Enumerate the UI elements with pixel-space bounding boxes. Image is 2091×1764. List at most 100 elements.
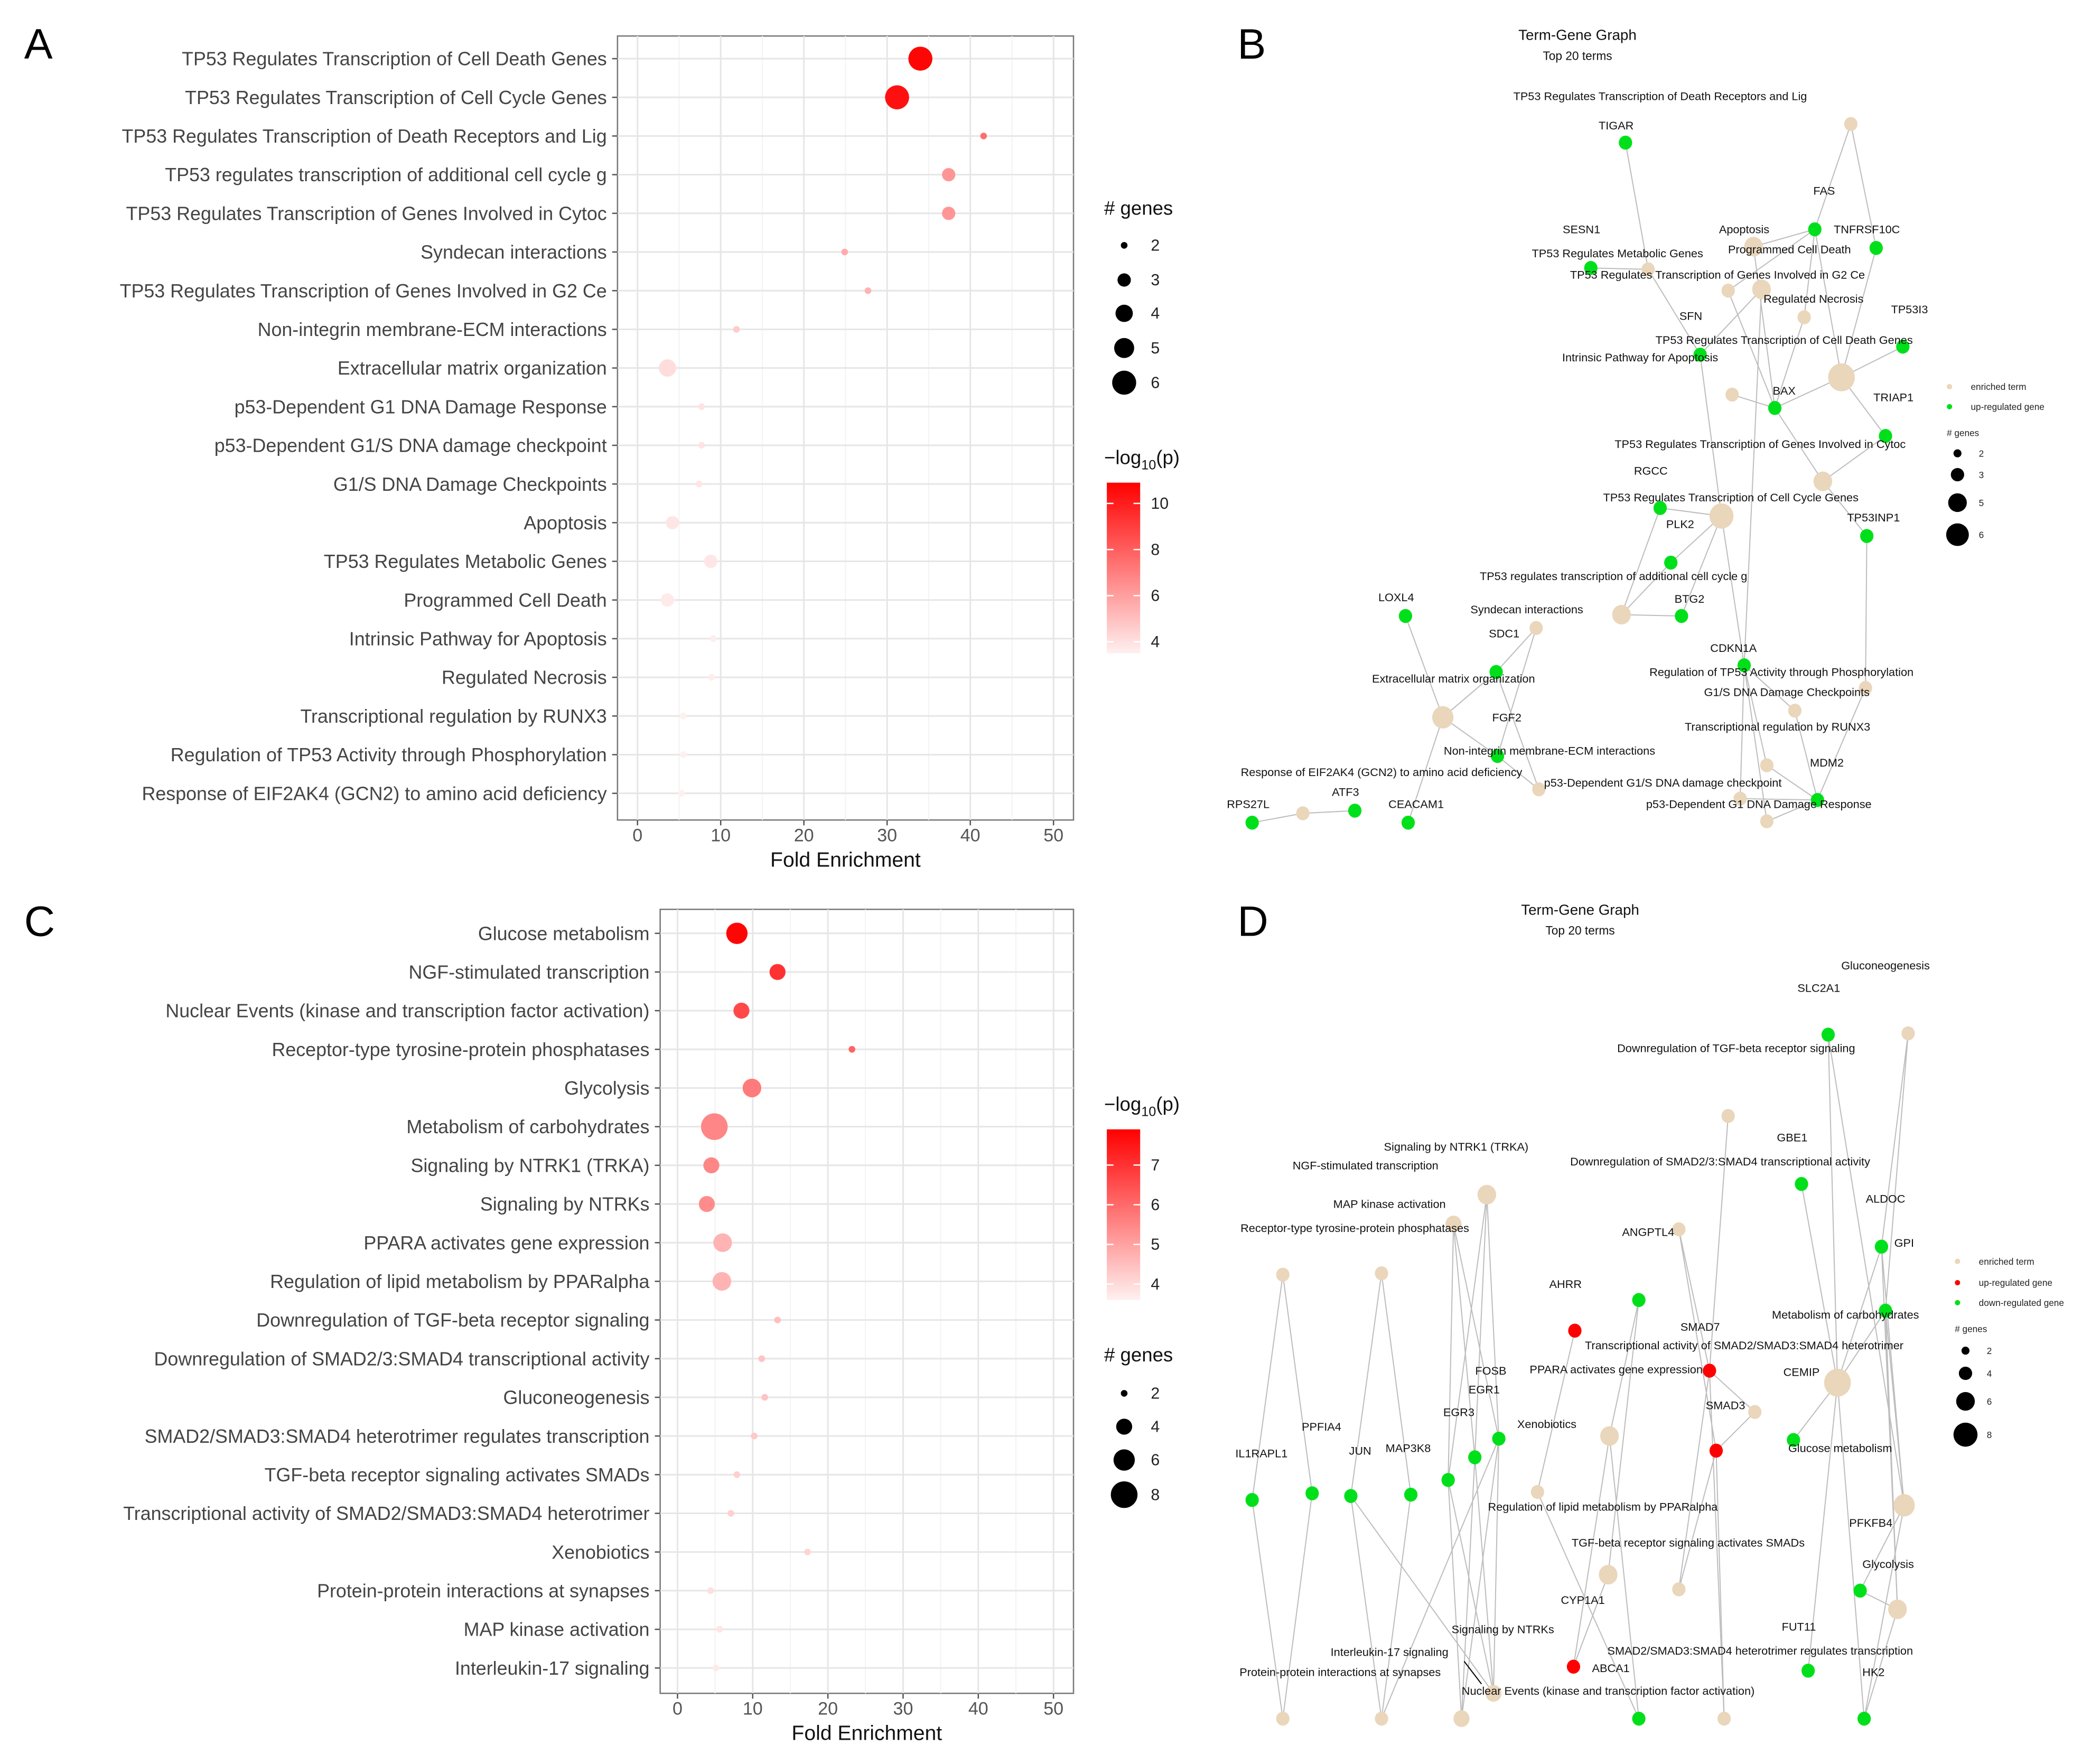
gene-node	[1801, 1664, 1815, 1678]
size-legend-label: 8	[1151, 1486, 1160, 1504]
graph-edge	[1841, 248, 1877, 378]
gene-label: FGF2	[1492, 711, 1521, 724]
size-legend-label: 5	[1979, 498, 1984, 508]
gene-label: EGR3	[1443, 1405, 1474, 1418]
size-legend-dot	[1121, 242, 1128, 249]
graph-edge	[1817, 687, 1866, 800]
graph-edge	[1860, 1505, 1905, 1591]
data-point	[678, 790, 685, 797]
size-legend-title: # genes	[1947, 427, 1979, 438]
term-label: TP53 Regulates Transcription of Genes In…	[1614, 437, 1906, 451]
graph-edge	[1405, 615, 1444, 718]
size-legend-label: 2	[1151, 1385, 1160, 1402]
gene-label: PPFIA4	[1302, 1420, 1341, 1433]
x-tick-label: 30	[893, 1699, 913, 1719]
term-node	[1893, 1494, 1915, 1517]
category-label: Regulated Necrosis	[442, 667, 607, 688]
term-label: Interleukin-17 signaling	[1331, 1646, 1449, 1659]
graph-edge	[1591, 267, 1648, 270]
category-label: TP53 Regulates Transcription of Death Re…	[122, 126, 607, 147]
term-label: Regulation of lipid metabolism by PPARal…	[1488, 1500, 1719, 1513]
graph-edge	[1863, 1609, 1898, 1719]
graph-edge	[1814, 229, 1842, 378]
category-label: Interleukin-17 signaling	[455, 1658, 649, 1679]
color-legend-title-prefix: −log	[1104, 446, 1141, 468]
graph-edge	[1474, 1194, 1488, 1458]
term-label: NGF-stimulated transcription	[1293, 1159, 1439, 1172]
graph-edge	[1442, 716, 1498, 757]
data-point	[864, 287, 872, 294]
graph-edge	[1496, 671, 1539, 790]
color-bar-label: 10	[1151, 495, 1169, 512]
data-point	[733, 326, 740, 333]
term-node	[1453, 1710, 1470, 1728]
term-node	[1859, 681, 1872, 695]
panel-label-a: A	[24, 21, 53, 68]
category-label: G1/S DNA Damage Checkpoints	[333, 474, 607, 495]
category-label: SMAD2/SMAD3:SMAD4 heterotrimer regulates…	[145, 1426, 650, 1447]
gene-node	[1441, 1473, 1455, 1487]
term-label: PPARA activates gene expression	[1529, 1363, 1703, 1376]
size-legend-dot	[1121, 1390, 1128, 1397]
graph-edge	[1282, 1493, 1313, 1719]
color-legend-title-suffix: (p)	[1156, 1093, 1180, 1115]
category-label: Programmed Cell Death	[404, 590, 606, 611]
gene-label: TP53I3	[1891, 303, 1928, 316]
legend-label: down-regulated gene	[1979, 1298, 2064, 1308]
term-label: p53-Dependent G1 DNA Damage Response	[1646, 797, 1872, 810]
graph-edge	[1537, 1330, 1575, 1492]
gene-node	[1879, 429, 1892, 443]
graph-edge	[1252, 1274, 1284, 1500]
size-legend-dot	[1946, 523, 1969, 546]
graph-edge	[1474, 1457, 1495, 1694]
x-tick-label: 50	[1043, 826, 1063, 846]
category-label: Regulation of TP53 Activity through Phos…	[171, 744, 607, 766]
panel-label-b: B	[1237, 21, 1266, 68]
data-point	[942, 207, 956, 220]
legend-swatch	[1947, 404, 1953, 409]
gene-node	[1675, 609, 1688, 623]
graph-edge	[1497, 628, 1537, 757]
size-legend-label: 8	[1987, 1430, 1992, 1440]
data-point	[804, 1548, 811, 1556]
gene-node	[1810, 793, 1824, 807]
data-point	[769, 964, 786, 980]
size-legend-title: # genes	[1104, 197, 1173, 219]
term-label: Regulation of TP53 Activity through Phos…	[1649, 666, 1913, 679]
graph-edge	[1497, 755, 1539, 790]
graph-edge	[1743, 665, 1796, 711]
gene-label: FAS	[1813, 184, 1835, 197]
gene-label: FOSB	[1475, 1364, 1506, 1377]
term-node	[1641, 262, 1655, 277]
graph-edge	[1732, 394, 1775, 409]
gene-node	[1619, 135, 1632, 150]
gene-label: RGCC	[1634, 464, 1668, 477]
gene-label: MDM2	[1810, 756, 1844, 769]
term-node	[1600, 1426, 1619, 1446]
gene-label: SMAD3	[1706, 1399, 1745, 1412]
gene-node	[1896, 339, 1910, 354]
color-bar-label: 4	[1151, 1276, 1160, 1293]
category-label: Glycolysis	[564, 1078, 649, 1099]
gene-node	[1737, 658, 1751, 673]
gene-node	[1703, 1364, 1716, 1378]
graph-edge	[1715, 1450, 1725, 1719]
graph-edge	[1884, 1310, 1898, 1610]
graph-edge	[1621, 562, 1672, 615]
term-label: Apoptosis	[1719, 223, 1769, 236]
gene-label: FUT11	[1782, 1620, 1816, 1634]
graph-edge	[1252, 1500, 1284, 1719]
color-legend-title: −log10(p)	[1104, 446, 1180, 472]
data-point	[742, 1078, 762, 1098]
term-node	[1901, 1026, 1915, 1041]
gene-label: HK2	[1862, 1665, 1884, 1678]
term-node	[1733, 791, 1747, 806]
term-label: Extracellular matrix organization	[1372, 672, 1535, 685]
gene-label: AHRR	[1549, 1277, 1582, 1291]
gene-node	[1404, 1487, 1418, 1502]
graph-edge	[1743, 289, 1762, 666]
term-label: SMAD2/SMAD3:SMAD4 heterotrimer regulates…	[1607, 1644, 1913, 1657]
category-label: Signaling by NTRK1 (TRKA)	[410, 1155, 649, 1176]
gene-label: SFN	[1679, 310, 1702, 323]
gene-node	[1874, 1239, 1889, 1254]
